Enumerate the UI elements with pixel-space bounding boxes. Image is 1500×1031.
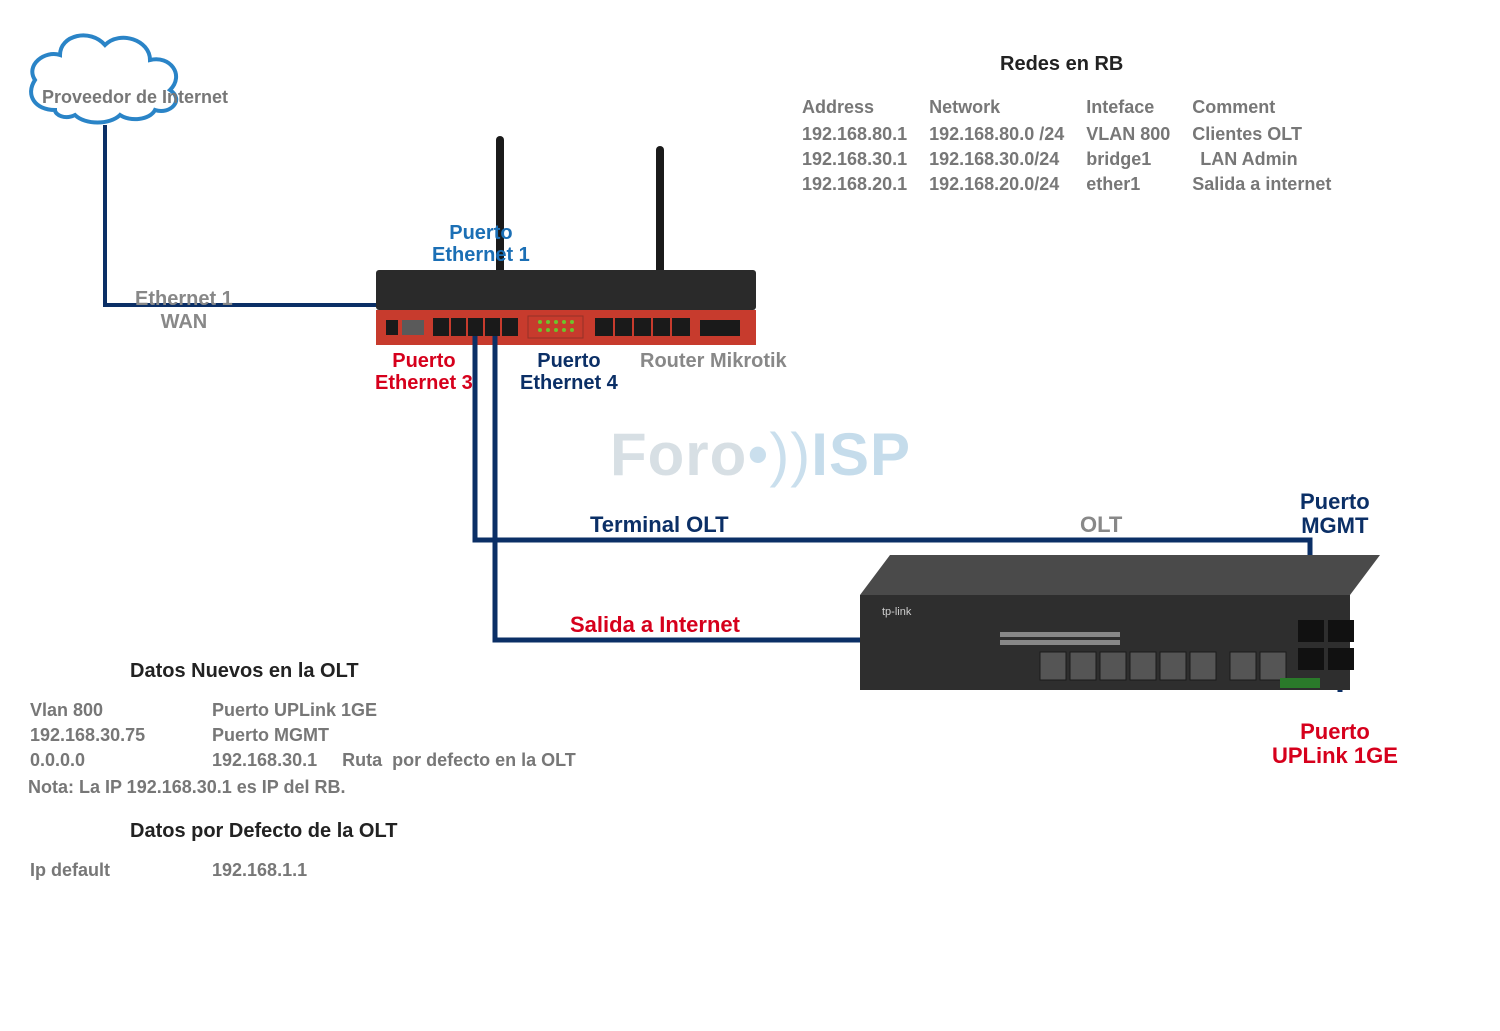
table-row: Ip default 192.168.1.1: [30, 860, 327, 883]
olt-new-title: Datos Nuevos en la OLT: [130, 660, 359, 683]
table-row: 192.168.80.1 192.168.80.0 /24 VLAN 800 C…: [802, 124, 1351, 147]
redes-title-text: Redes en RB: [1000, 53, 1123, 75]
port-eth3-label: Puerto Ethernet 3: [375, 350, 473, 394]
port-eth1-label: Puerto Ethernet 1: [432, 222, 530, 266]
cloud-label: Proveedor de Internet: [42, 88, 172, 108]
olt-def-title-text: Datos por Defecto de la OLT: [130, 820, 397, 842]
redes-title: Redes en RB: [1000, 53, 1123, 76]
cell: 0.0.0.0: [30, 750, 210, 773]
redes-h-network: Network: [929, 97, 1084, 122]
table-row: 192.168.30.1 192.168.30.0/24 bridge1 LAN…: [802, 149, 1351, 172]
olt-label: OLT: [1080, 512, 1122, 538]
table-row: Vlan 800 Puerto UPLink 1GE: [30, 700, 596, 723]
watermark-isp: ISP: [811, 421, 911, 488]
cell: 192.168.20.1: [802, 174, 927, 197]
table-row: 192.168.30.75 Puerto MGMT: [30, 725, 596, 748]
olt-new-title-text: Datos Nuevos en la OLT: [130, 660, 359, 682]
olt-new-note: Nota: La IP 192.168.30.1 es IP del RB.: [28, 777, 598, 798]
olt-device: tp-link: [860, 555, 1380, 690]
cell: 192.168.20.0/24: [929, 174, 1084, 197]
cell: Puerto MGMT: [212, 725, 596, 748]
eth1-wan-l2: WAN: [161, 311, 208, 333]
cell: 192.168.80.0 /24: [929, 124, 1084, 147]
watermark: Foro•))ISP: [610, 420, 911, 489]
cell: Ip default: [30, 860, 210, 883]
cell: Vlan 800: [30, 700, 210, 723]
port-mgmt-label: Puerto MGMT: [1300, 490, 1370, 538]
cell: Clientes OLT: [1192, 124, 1351, 147]
link-cloud-router: [105, 125, 376, 305]
redes-table: Address Network Inteface Comment 192.168…: [800, 95, 1353, 199]
terminal-olt-text: Terminal OLT: [590, 512, 729, 537]
eth1-wan-label: Ethernet 1 WAN: [135, 288, 233, 334]
redes-h-address: Address: [802, 97, 927, 122]
redes-h-comment: Comment: [1192, 97, 1351, 122]
router-label-text: Router Mikrotik: [640, 350, 787, 372]
olt-label-text: OLT: [1080, 512, 1122, 537]
port-eth4-label: Puerto Ethernet 4: [520, 350, 618, 394]
table-row: 192.168.20.1 192.168.20.0/24 ether1 Sali…: [802, 174, 1351, 197]
port-eth1-text: Puerto Ethernet 1: [432, 222, 530, 266]
cell: 192.168.30.0/24: [929, 149, 1084, 172]
port-mgmt-text: Puerto MGMT: [1300, 489, 1370, 538]
eth1-wan-l1: Ethernet 1: [135, 288, 233, 310]
cell: 192.168.80.1: [802, 124, 927, 147]
salida-text: Salida a Internet: [570, 612, 740, 637]
cell: LAN Admin: [1192, 149, 1351, 172]
cell: ether1: [1086, 174, 1190, 197]
cell: 192.168.30.1 Ruta por defecto en la OLT: [212, 750, 596, 773]
port-eth3-text: Puerto Ethernet 3: [375, 350, 473, 394]
cell: VLAN 800: [1086, 124, 1190, 147]
cell: 192.168.1.1: [212, 860, 327, 883]
olt-def-table: Ip default 192.168.1.1: [28, 858, 329, 885]
watermark-foro: Foro: [610, 421, 747, 488]
cell: bridge1: [1086, 149, 1190, 172]
svg-text:tp-link: tp-link: [882, 606, 912, 618]
cell: 192.168.30.1: [802, 149, 927, 172]
table-row: 0.0.0.0 192.168.30.1 Ruta por defecto en…: [30, 750, 596, 773]
salida-label: Salida a Internet: [570, 612, 740, 638]
redes-h-interface: Inteface: [1086, 97, 1190, 122]
olt-new-table: Vlan 800 Puerto UPLink 1GE 192.168.30.75…: [28, 698, 598, 798]
router-label: Router Mikrotik: [640, 350, 787, 373]
cell: Puerto UPLink 1GE: [212, 700, 596, 723]
olt-def-title: Datos por Defecto de la OLT: [130, 820, 397, 843]
port-uplink-label: Puerto UPLink 1GE: [1272, 720, 1398, 768]
terminal-olt-label: Terminal OLT: [590, 512, 729, 538]
cloud-label-text: Proveedor de Internet: [42, 87, 228, 107]
port-uplink-text: Puerto UPLink 1GE: [1272, 719, 1398, 768]
cell: 192.168.30.75: [30, 725, 210, 748]
port-eth4-text: Puerto Ethernet 4: [520, 350, 618, 394]
cell: Salida a internet: [1192, 174, 1351, 197]
cloud-icon: [31, 35, 176, 122]
